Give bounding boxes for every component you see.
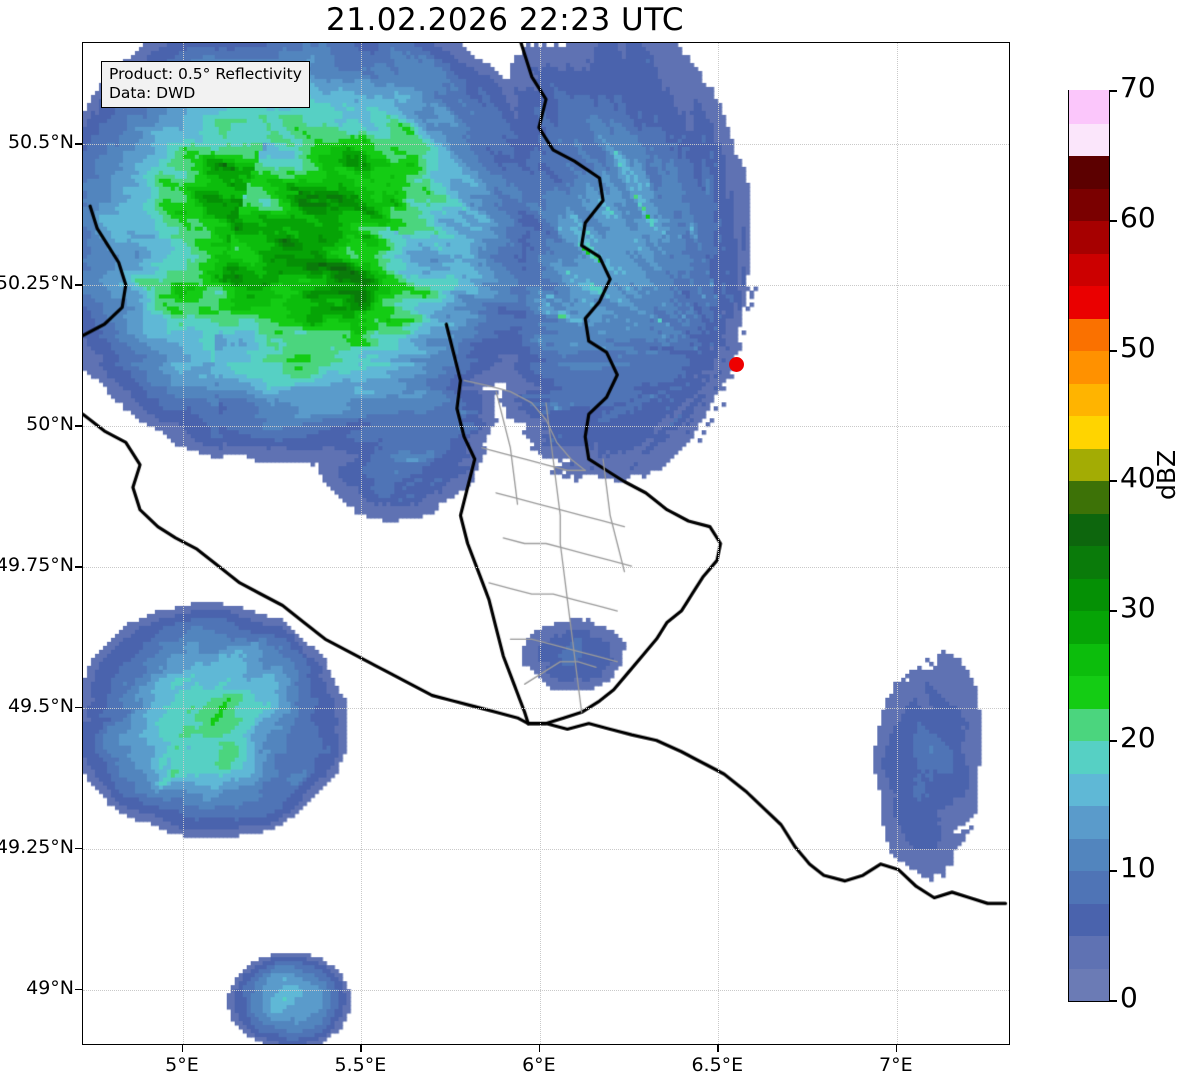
colorbar-band [1069,707,1109,741]
gridline-lat [83,567,1009,568]
ytick-mark [75,425,82,427]
colorbar-tick-label: 40 [1120,461,1156,494]
xtick-mark [360,1045,362,1052]
colorbar-band [1069,220,1109,254]
gridline-lat [83,848,1009,850]
colorbar-tick-mark [1109,740,1117,742]
colorbar-band [1069,382,1109,416]
xtick-mark [895,1045,898,1052]
colorbar-tick-mark [1109,90,1117,92]
product-line: Product: 0.5° Reflectivity [109,65,302,83]
colorbar-band [1069,155,1109,189]
colorbar-band [1069,415,1109,449]
colorbar-band [1069,902,1109,936]
gridline-lat [83,285,1009,287]
colorbar-band [1069,512,1109,546]
xtick-mark [717,1045,719,1052]
colorbar-band [1069,447,1109,481]
colorbar-band [1069,317,1109,351]
colorbar-tick-label: 50 [1120,331,1156,364]
ytick-mark [75,284,82,286]
gridline-lon [896,43,898,1044]
xtick-label: 5.5°E [334,1054,387,1076]
colorbar-tick-label: 30 [1120,591,1156,624]
colorbar-band [1069,545,1109,579]
gridline-lon [539,43,541,1044]
ytick-label: 50°N [26,413,74,436]
colorbar-band [1069,805,1109,839]
colorbar-tick-label: 20 [1120,721,1156,754]
xtick-label: 5°E [165,1054,199,1076]
gridline-lat [83,144,1009,146]
radar-map-panel[interactable]: Product: 0.5° Reflectivity Data: DWD [82,42,1010,1045]
colorbar-band [1069,870,1109,904]
ytick-label: 49.25°N [0,835,74,858]
colorbar-tick-mark [1109,350,1117,352]
ytick-label: 49.5°N [7,694,74,717]
product-info-box: Product: 0.5° Reflectivity Data: DWD [101,61,310,108]
colorbar-band [1069,837,1109,871]
colorbar-tick-label: 70 [1120,71,1156,104]
data-source-line: Data: DWD [109,83,196,102]
gridline-lat [83,707,1009,709]
xtick-label: 6°E [522,1054,556,1076]
colorbar [1068,90,1110,1002]
page-title: 21.02.2026 22:23 UTC [326,2,684,38]
ytick-mark [75,847,82,850]
colorbar-band [1069,642,1109,676]
gridline-lat [83,426,1009,428]
ytick-mark [75,143,82,145]
colorbar-band [1069,967,1109,1001]
ytick-mark [75,706,82,709]
colorbar-tick-mark [1109,1000,1117,1002]
gridline-lon [182,43,184,1044]
colorbar-band [1069,577,1109,611]
colorbar-tick-mark [1109,610,1117,612]
xtick-mark [538,1045,541,1052]
gridline-lon [718,43,720,1044]
radar-site-marker[interactable] [728,356,744,372]
colorbar-band [1069,285,1109,319]
colorbar-band [1069,350,1109,384]
radar-reflectivity-canvas [83,43,1009,1044]
gridline-lat [83,989,1009,991]
colorbar-tick-mark [1109,220,1117,222]
xtick-mark [181,1045,184,1052]
colorbar-band [1069,772,1109,806]
ytick-label: 50.5°N [7,131,74,154]
xtick-label: 7°E [878,1054,913,1076]
colorbar-band [1069,252,1109,286]
colorbar-band [1069,740,1109,774]
gridline-lon [361,43,363,1044]
ytick-label: 49.75°N [0,554,74,577]
colorbar-label: dBZ [1152,449,1181,500]
colorbar-band [1069,480,1109,514]
colorbar-tick-mark [1109,480,1117,482]
colorbar-band [1069,610,1109,644]
colorbar-band [1069,675,1109,709]
ytick-mark [75,988,82,991]
colorbar-band [1069,122,1109,156]
colorbar-tick-label: 10 [1120,851,1156,884]
colorbar-band [1069,90,1109,124]
ytick-label: 49°N [26,976,74,999]
ytick-label: 50.25°N [0,272,74,295]
colorbar-band [1069,935,1109,969]
colorbar-band [1069,187,1109,221]
colorbar-tick-label: 0 [1120,981,1138,1014]
xtick-label: 6.5°E [691,1054,744,1076]
ytick-mark [75,566,82,568]
colorbar-tick-label: 60 [1120,201,1156,234]
colorbar-tick-mark [1109,870,1117,872]
